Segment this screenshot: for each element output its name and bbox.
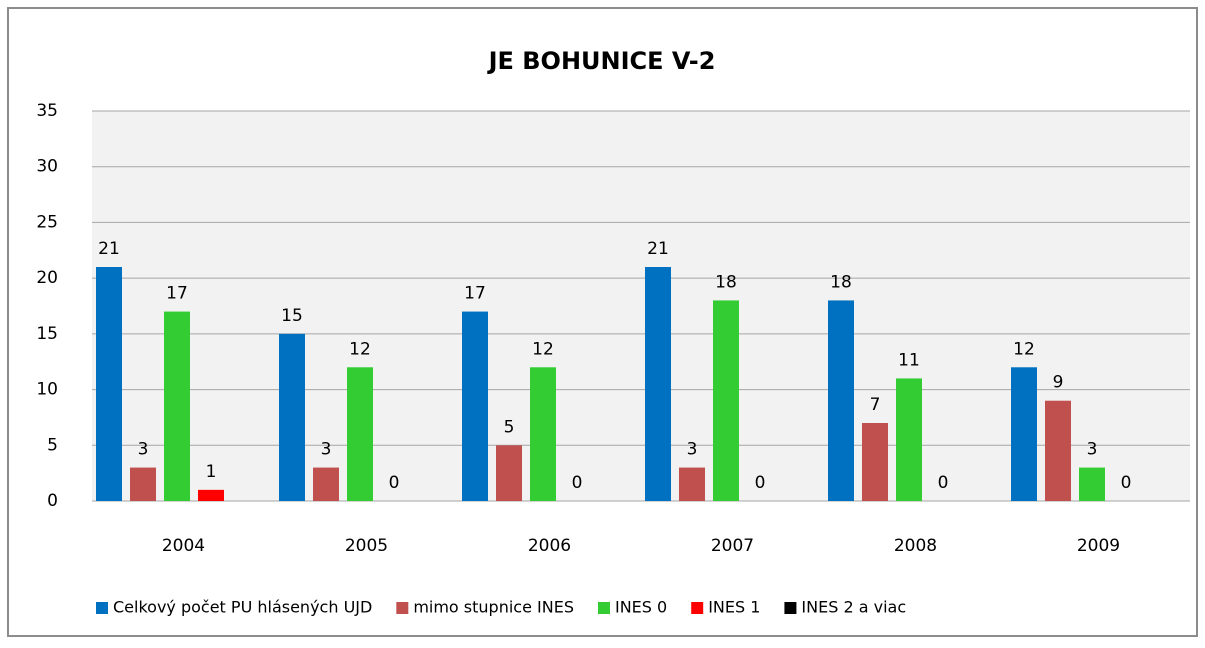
y-tick-label: 0	[47, 491, 58, 511]
y-tick-label: 10	[36, 380, 58, 400]
x-tick-label: 2005	[345, 536, 388, 556]
x-tick-label: 2008	[894, 536, 937, 556]
y-tick-label: 15	[36, 324, 58, 344]
data-label: 3	[687, 440, 698, 460]
legend-label: Celkový počet PU hlásených UJD	[113, 598, 372, 617]
data-label: 0	[755, 473, 766, 493]
legend-swatch	[396, 602, 409, 614]
data-label: 0	[572, 473, 583, 493]
legend-label: INES 2 a viac	[801, 598, 906, 617]
x-tick-label: 2004	[162, 536, 205, 556]
x-tick-label: 2007	[711, 536, 754, 556]
data-label: 12	[1013, 339, 1035, 359]
data-label: 18	[715, 272, 737, 292]
legend-swatch	[784, 602, 797, 614]
data-label: 5	[504, 417, 515, 437]
legend-label: mimo stupnice INES	[413, 598, 574, 617]
bar	[828, 300, 854, 501]
legend-swatch	[597, 602, 610, 614]
bar	[1011, 367, 1037, 501]
y-tick-label: 35	[36, 101, 58, 121]
legend-swatch	[691, 602, 704, 614]
y-tick-label: 20	[36, 268, 58, 288]
bar	[164, 311, 190, 501]
legend-swatch	[96, 602, 108, 614]
data-label: 1	[206, 462, 217, 482]
data-label: 18	[830, 272, 852, 292]
plot-area	[92, 111, 1190, 501]
bar	[862, 423, 888, 501]
y-tick-label: 5	[47, 435, 58, 455]
bar	[130, 467, 156, 501]
data-label: 17	[464, 284, 486, 304]
bar	[347, 367, 373, 501]
data-label: 0	[389, 473, 400, 493]
bar	[1045, 400, 1071, 501]
x-tick-label: 2006	[528, 536, 571, 556]
bar	[1079, 467, 1105, 501]
bar	[279, 333, 305, 501]
bar	[530, 367, 556, 501]
data-label: 17	[166, 284, 188, 304]
data-label: 0	[1121, 473, 1132, 493]
bar	[313, 467, 339, 501]
y-tick-label: 30	[36, 157, 58, 177]
data-label: 7	[870, 395, 881, 415]
chart-title: JE BOHUNICE V-2	[487, 47, 716, 75]
legend-label: INES 0	[615, 598, 667, 617]
data-label: 3	[321, 440, 332, 460]
data-label: 11	[898, 350, 920, 370]
bar	[496, 445, 522, 501]
bar	[896, 378, 922, 501]
legend-label: INES 1	[708, 598, 760, 617]
bar	[96, 267, 122, 501]
data-label: 9	[1053, 373, 1064, 393]
x-tick-label: 2009	[1077, 536, 1120, 556]
bar	[462, 311, 488, 501]
bar	[713, 300, 739, 501]
data-label: 12	[349, 339, 371, 359]
bar	[645, 267, 671, 501]
data-label: 3	[1087, 440, 1098, 460]
bar	[198, 489, 224, 501]
data-label: 3	[138, 440, 149, 460]
data-label: 15	[281, 306, 303, 326]
data-label: 0	[938, 473, 949, 493]
y-tick-label: 25	[36, 212, 58, 232]
data-label: 21	[647, 239, 669, 259]
bar	[679, 467, 705, 501]
data-label: 12	[532, 339, 554, 359]
data-label: 21	[98, 239, 120, 259]
